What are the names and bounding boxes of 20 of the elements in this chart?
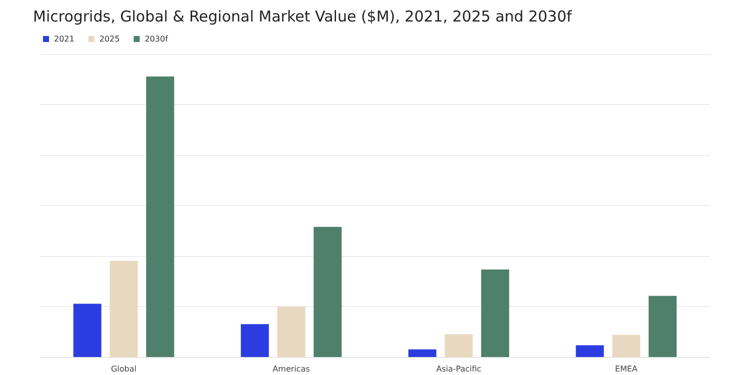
legend-label: 2030f	[144, 34, 168, 44]
bar	[110, 260, 138, 357]
bar	[73, 304, 102, 357]
bar	[648, 296, 677, 357]
x-tick-label: Asia-Pacific	[436, 364, 482, 374]
bar	[408, 349, 436, 357]
bar	[314, 226, 342, 357]
legend-label: 2021	[54, 34, 74, 44]
bar	[576, 345, 604, 357]
x-tick-label: Americas	[272, 364, 310, 374]
bar	[444, 334, 473, 357]
x-tick-label: Global	[110, 364, 137, 374]
bar	[277, 306, 306, 357]
x-tick-label: EMEA	[615, 364, 638, 374]
bar	[240, 324, 269, 357]
legend-label: 2025	[99, 34, 120, 44]
bar	[481, 269, 510, 357]
bar	[146, 76, 174, 357]
chart-title: Microgrids, Global & Regional Market Value ($M), 2021, 2025 and 2030f	[33, 8, 572, 26]
bar	[612, 334, 640, 357]
